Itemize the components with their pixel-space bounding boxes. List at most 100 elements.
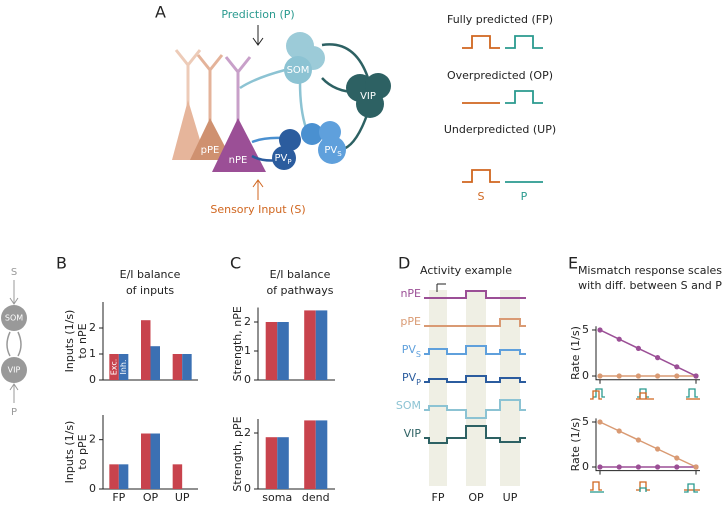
arrow (252, 25, 264, 46)
condition: Underpredicted (UP) (444, 123, 556, 136)
stimulus (462, 35, 500, 49)
cell-label: SOM (287, 65, 310, 76)
cell-label: pPE (201, 145, 220, 156)
chart: 0 1 2 Inputs (1/s) to nPE Exc. Inh. (63, 302, 198, 386)
stimulus (462, 169, 500, 183)
point (674, 464, 680, 470)
point (635, 345, 642, 351)
panel-title: Mismatch response scales (578, 264, 722, 277)
y-tick-label: 0 (89, 373, 96, 386)
bar (118, 354, 129, 380)
point (635, 373, 642, 379)
stimulus (505, 35, 543, 49)
bar (265, 437, 278, 489)
point (693, 464, 699, 470)
arrow (9, 383, 19, 403)
y-axis-label: Strength, pPE (231, 416, 244, 491)
y-tick-label: 5 (582, 415, 589, 428)
y-axis-label: to pPE (76, 434, 89, 469)
y-tick-label: 0 (244, 482, 251, 495)
y-tick-label: 0 (582, 369, 589, 382)
y-tick-label: 2 (89, 433, 96, 446)
y-tick-label: 5 (582, 323, 589, 336)
cell (212, 118, 266, 172)
condition: Fully predicted (FP) (447, 13, 553, 26)
bar (172, 354, 183, 380)
point (616, 373, 622, 379)
y-axis-label: Rate (1/s) (569, 326, 582, 380)
trace-label: VIP (404, 427, 422, 440)
bar (304, 420, 316, 489)
condition: Overpredicted (OP) (447, 69, 553, 82)
panel-title: of pathways (266, 284, 333, 297)
point (616, 428, 622, 434)
x-tick-label: OP (468, 491, 484, 504)
e-icons (590, 388, 700, 493)
panel-label: C (230, 254, 241, 273)
s-label: S (478, 190, 485, 203)
trace-label: pPE (400, 315, 421, 328)
arrow (9, 280, 19, 305)
p-label: P (11, 407, 17, 418)
trace-label: PVS (402, 343, 421, 359)
y-tick-label: 0 (582, 460, 589, 473)
pv-cluster (272, 121, 346, 170)
trace-label: nPE (400, 287, 421, 300)
x-tick-label: FP (432, 491, 445, 504)
bar (109, 464, 119, 489)
y-axis-label: to nPE (76, 323, 89, 358)
y-axis-label: Inputs (1/s) (63, 310, 76, 373)
point (616, 464, 622, 470)
point (597, 327, 603, 333)
bar (109, 354, 119, 380)
panel-a: A Prediction (P) Sensory Input (S) pPE n… (155, 3, 556, 217)
legend-label: Inh. (119, 359, 128, 374)
y-tick-label: 2 (244, 426, 251, 439)
trace (424, 318, 526, 327)
panel-label: D (398, 254, 410, 273)
panel-title: E/I balance (120, 268, 181, 281)
axis (595, 418, 700, 472)
trace-label: PVP (402, 371, 421, 387)
panel-label: E (568, 254, 578, 273)
node (1, 305, 27, 331)
prediction-label: Prediction (P) (221, 8, 294, 21)
arrow (6, 331, 22, 357)
s-label: S (11, 267, 17, 278)
legend-label: Exc. (110, 359, 119, 376)
schematic: S SOM VIP P (1, 267, 27, 418)
bar (277, 437, 289, 489)
stimulus (505, 90, 543, 104)
trace (424, 375, 526, 383)
panel-d: nPE pPE PVS PVP SOM VIP (396, 283, 526, 486)
point (655, 373, 661, 379)
panel-title: with diff. between S and P (578, 279, 722, 292)
som-cluster (284, 32, 325, 84)
panel-title: E/I balance (270, 268, 331, 281)
point (597, 464, 603, 470)
point (616, 336, 622, 342)
trace (424, 290, 526, 299)
cell-label: PVS (324, 145, 342, 158)
scale-bar (436, 283, 446, 292)
point (635, 464, 642, 470)
x-tick-label: OP (143, 491, 159, 504)
point (655, 446, 661, 452)
bar (265, 322, 278, 380)
cell (190, 118, 232, 160)
bar (304, 310, 316, 380)
bar (182, 354, 192, 380)
panel-title: Activity example (420, 264, 512, 277)
point (635, 437, 642, 443)
x-tick-label: soma (262, 491, 292, 504)
stimulus-window (500, 290, 520, 486)
bar (150, 346, 160, 380)
y-tick-label: 0 (244, 373, 251, 386)
point (693, 373, 699, 379)
cell-label: nPE (229, 155, 248, 166)
y-axis-label: Rate (1/s) (569, 418, 582, 472)
